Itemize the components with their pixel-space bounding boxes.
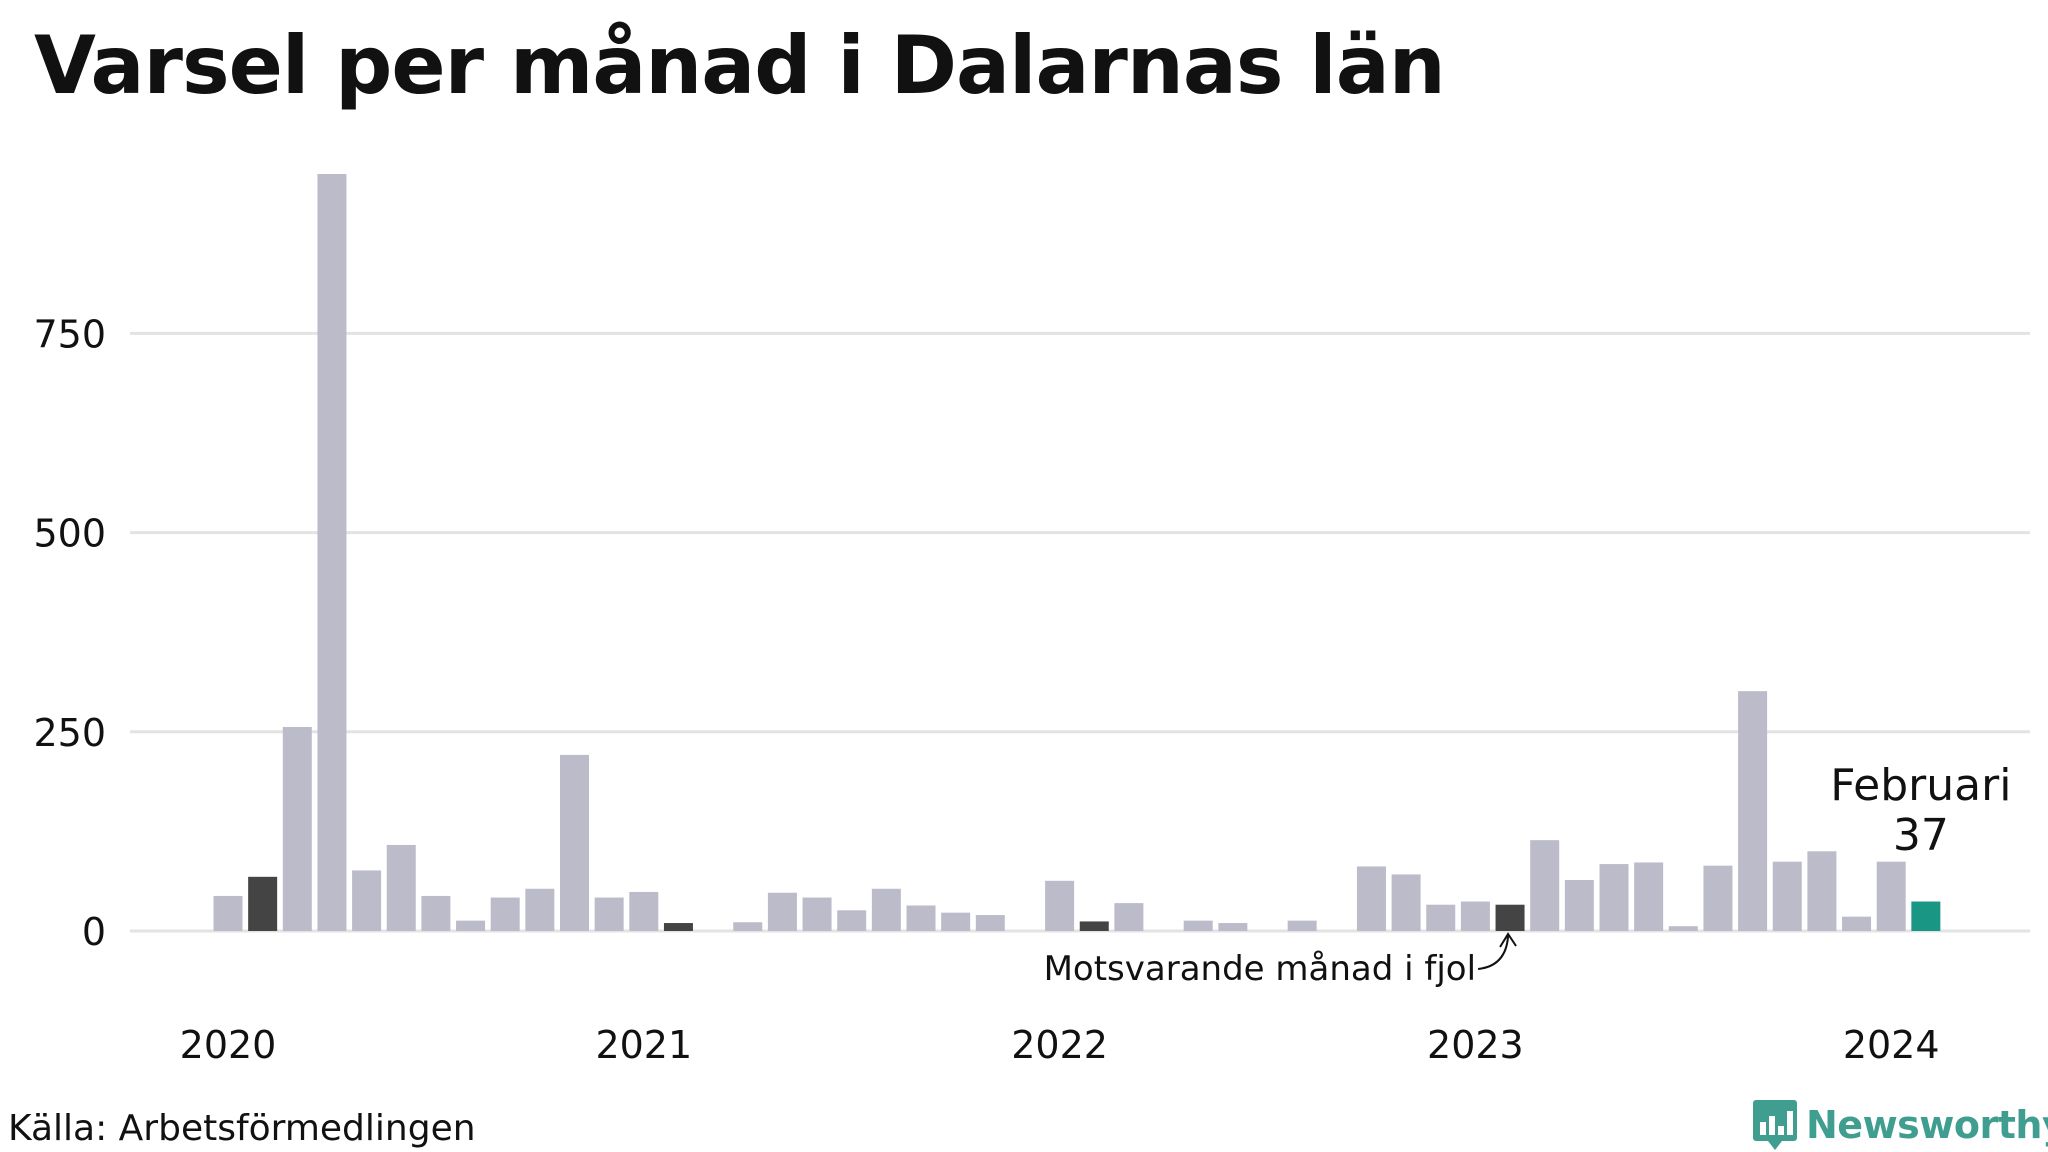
y-tick-label: 500	[33, 512, 106, 556]
bar-2021-11	[975, 915, 1005, 931]
bar-2022-11	[1391, 874, 1421, 931]
bar-2023-04	[1564, 880, 1594, 931]
bar-2020-08	[456, 920, 486, 931]
y-tick-label: 0	[82, 910, 106, 954]
prev-year-annotation: Motsvarande månad i fjol	[1044, 949, 1476, 989]
bar-2023-03	[1530, 840, 1560, 931]
current-month-value: 37	[1893, 810, 1949, 861]
newsworthy-logo-text: Newsworthy	[1806, 1103, 2048, 1147]
x-tick-label: 2022	[1011, 1023, 1108, 1067]
x-tick-label: 2024	[1843, 1023, 1940, 1067]
bar-2021-08	[871, 888, 901, 931]
bar-2021-06	[802, 897, 832, 931]
bar-2022-02	[1079, 921, 1109, 931]
bar-2020-10	[525, 888, 555, 931]
bar-2020-07	[421, 895, 451, 931]
annotation-arrow-line	[1477, 935, 1510, 970]
bar-2021-07	[837, 910, 867, 931]
bar-2020-04	[317, 174, 347, 931]
bar-2023-08	[1703, 865, 1733, 931]
current-month-label: Februari	[1830, 760, 2011, 811]
bar-2021-10	[941, 912, 971, 931]
bar-2022-06	[1218, 923, 1248, 931]
bar-2020-11	[560, 754, 589, 931]
bar-2020-01	[213, 895, 243, 931]
newsworthy-logo: Newsworthy	[1752, 1098, 2048, 1152]
newsworthy-chart-bubble-icon	[1753, 1100, 1797, 1150]
bar-2020-03	[282, 727, 312, 931]
bar-2021-05	[767, 892, 797, 931]
x-tick-label: 2023	[1427, 1023, 1524, 1067]
bar-2022-03	[1114, 903, 1144, 931]
chart-bars	[213, 174, 1941, 931]
bar-2021-02	[663, 923, 693, 931]
bar-2020-06	[386, 844, 416, 931]
bar-2023-06	[1634, 862, 1664, 931]
bar-2020-09	[490, 897, 520, 931]
y-axis-ticks: 0 250 500 750	[33, 312, 106, 954]
bar-2022-01	[1045, 880, 1075, 931]
bar-2020-12	[594, 897, 624, 931]
bar-2022-10	[1356, 866, 1386, 931]
bar-2023-07	[1668, 926, 1698, 931]
bar-2023-11	[1807, 851, 1837, 931]
x-tick-label: 2021	[595, 1023, 692, 1067]
bar-2021-09	[906, 905, 936, 931]
bar-2023-05	[1599, 864, 1629, 931]
bar-2023-12	[1842, 916, 1872, 931]
bar-2022-08	[1287, 920, 1317, 931]
bar-2022-05	[1183, 920, 1213, 931]
bar-2024-02	[1911, 901, 1941, 931]
bar-2021-04	[733, 922, 763, 931]
bar-2020-05	[352, 870, 382, 931]
annotation-arrow-head	[1499, 932, 1517, 948]
y-tick-label: 250	[33, 711, 106, 755]
page-title: Varsel per månad i Dalarnas län	[34, 19, 1446, 112]
bar-2023-09	[1738, 691, 1768, 931]
bar-2023-01	[1460, 901, 1490, 931]
bar-2024-01	[1876, 861, 1906, 931]
bar-2023-10	[1772, 861, 1802, 931]
x-axis-ticks: 2020 2021 2022 2023 2024	[180, 1023, 1940, 1067]
bar-2021-01	[629, 891, 659, 931]
bar-2020-02	[248, 876, 278, 931]
x-tick-label: 2020	[180, 1023, 277, 1067]
source-note: Källa: Arbetsförmedlingen	[8, 1108, 476, 1149]
y-tick-label: 750	[33, 312, 106, 356]
bar-2023-02	[1495, 904, 1525, 931]
bar-2022-12	[1426, 904, 1456, 931]
